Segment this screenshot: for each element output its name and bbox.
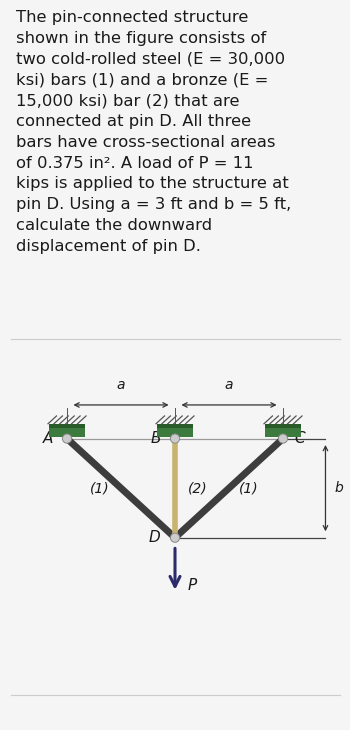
FancyBboxPatch shape <box>157 423 193 437</box>
Text: a: a <box>117 378 125 392</box>
Text: A: A <box>42 431 53 446</box>
Circle shape <box>62 434 72 443</box>
Circle shape <box>170 533 180 542</box>
Text: C: C <box>295 431 305 446</box>
Text: D: D <box>149 530 160 545</box>
FancyBboxPatch shape <box>265 423 301 437</box>
Circle shape <box>278 434 288 443</box>
Text: B: B <box>150 431 161 446</box>
Text: The pin-connected structure
shown in the figure consists of
two cold-rolled stee: The pin-connected structure shown in the… <box>16 10 291 253</box>
Bar <box>157 423 193 428</box>
Bar <box>265 423 301 428</box>
Text: (1): (1) <box>90 481 110 495</box>
Text: b: b <box>335 481 343 495</box>
Text: a: a <box>225 378 233 392</box>
Bar <box>49 423 85 428</box>
Circle shape <box>170 434 180 443</box>
FancyBboxPatch shape <box>49 423 85 437</box>
Text: (2): (2) <box>188 481 208 495</box>
Text: P: P <box>187 578 197 593</box>
Text: (1): (1) <box>239 481 258 495</box>
